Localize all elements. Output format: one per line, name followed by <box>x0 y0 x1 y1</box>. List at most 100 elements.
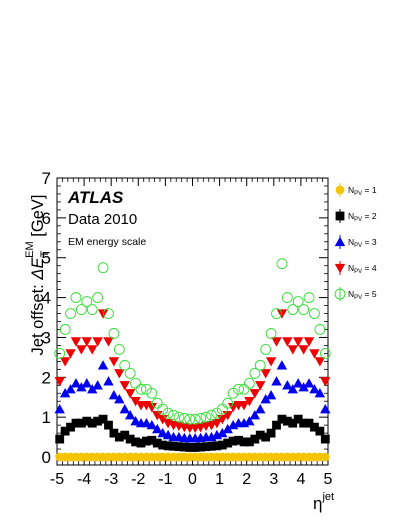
data-point <box>103 308 114 319</box>
data-point <box>245 437 254 447</box>
legend-marker <box>334 263 346 274</box>
data-point <box>309 384 320 394</box>
data-point <box>282 337 293 347</box>
data-point <box>238 383 250 395</box>
data-point <box>185 443 195 452</box>
data-point <box>76 382 87 392</box>
data-point <box>211 407 223 419</box>
experiment-label: ATLAS <box>67 188 124 207</box>
legend-marker <box>335 185 345 195</box>
data-point <box>54 377 65 387</box>
data-point <box>87 384 98 394</box>
data-point <box>271 337 282 347</box>
data-point <box>255 381 266 391</box>
data-point <box>222 423 233 434</box>
data-point <box>243 377 255 389</box>
data-point <box>146 387 158 399</box>
data-point <box>244 397 255 407</box>
data-point <box>59 388 71 398</box>
x-tick-label: 3 <box>269 471 278 488</box>
data-point <box>281 292 293 303</box>
data-point <box>238 401 250 411</box>
data-point <box>320 452 330 462</box>
series-3 <box>54 360 331 443</box>
data-point <box>303 292 315 303</box>
data-point <box>309 308 320 319</box>
data-point <box>119 381 130 391</box>
data-point <box>244 415 255 426</box>
x-tick-label: -2 <box>131 471 145 488</box>
legend: NPV = 1 NPV = 2 NPV = 3 NPV = 4 NPV = 5 <box>334 183 377 301</box>
data-point <box>260 394 271 404</box>
data-point <box>113 343 125 355</box>
data-point <box>195 412 207 424</box>
data-point <box>282 380 293 390</box>
data-point <box>157 427 168 438</box>
series-4 <box>54 309 331 434</box>
y-tick-label: 5 <box>42 249 51 268</box>
data-point <box>287 384 298 394</box>
data-point <box>239 437 249 447</box>
data-point <box>119 403 130 414</box>
data-point <box>114 394 125 404</box>
x-tick-label: -4 <box>77 471 91 488</box>
data-point <box>314 388 326 398</box>
data-point <box>222 397 234 409</box>
series-5 <box>54 258 331 425</box>
data-point <box>162 429 174 440</box>
data-point <box>82 416 92 426</box>
legend-label: NPV = 5 <box>348 289 377 301</box>
data-point <box>54 403 65 414</box>
data-point <box>87 418 97 428</box>
data-point <box>125 434 135 444</box>
data-point <box>114 432 124 442</box>
series-2 <box>55 414 330 452</box>
data-point <box>70 292 82 303</box>
data-point <box>97 309 109 319</box>
data-point <box>206 420 217 431</box>
data-point <box>70 378 82 388</box>
data-point <box>108 357 120 367</box>
data-point <box>310 422 319 432</box>
data-point <box>277 414 287 424</box>
data-point <box>162 407 174 419</box>
data-point <box>97 262 109 274</box>
data-point <box>250 434 260 444</box>
x-axis-title: ηjet <box>313 491 334 513</box>
data-point <box>76 418 86 428</box>
data-point <box>81 378 93 388</box>
data-point <box>66 422 75 432</box>
data-point <box>70 337 82 347</box>
data-point <box>146 403 158 413</box>
x-tick-label: -3 <box>104 471 118 488</box>
scale-label: EM energy scale <box>68 236 146 248</box>
data-point <box>249 367 261 379</box>
data-point <box>124 409 136 420</box>
data-point <box>249 409 261 420</box>
data-point <box>190 443 200 452</box>
legend-label: NPV = 1 <box>348 185 377 197</box>
legend-marker <box>334 236 346 247</box>
data-point <box>298 382 309 392</box>
y-tick-label: 1 <box>42 408 51 427</box>
data-point <box>314 357 326 367</box>
data-point <box>320 403 331 414</box>
data-point <box>260 343 272 355</box>
data-point <box>292 337 304 347</box>
y-tick-label: 2 <box>42 368 51 387</box>
legend-label: NPV = 3 <box>348 237 377 249</box>
data-point <box>147 435 157 445</box>
data-point <box>272 420 281 430</box>
data-point <box>320 434 330 444</box>
legend-label: NPV = 2 <box>348 211 377 223</box>
data-point <box>146 419 158 430</box>
data-point <box>55 434 65 444</box>
data-point <box>65 349 76 359</box>
data-point <box>288 418 298 428</box>
data-point <box>304 418 314 428</box>
data-point <box>152 423 163 434</box>
data-series <box>54 258 331 462</box>
data-point <box>217 427 228 438</box>
data-point <box>265 328 277 339</box>
legend-marker <box>335 211 345 221</box>
